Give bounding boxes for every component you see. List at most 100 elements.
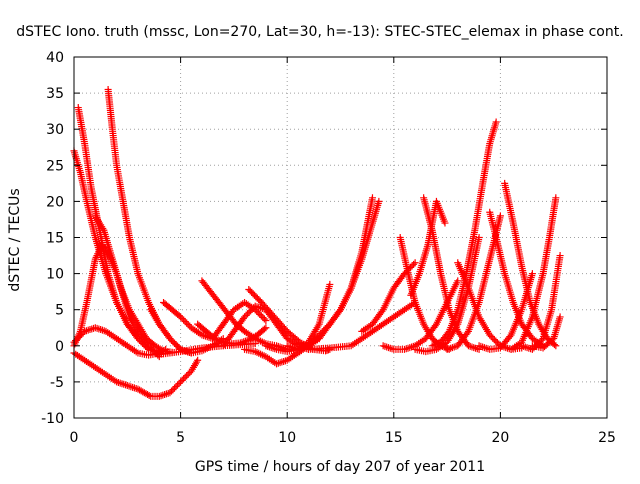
data-series	[411, 234, 483, 356]
data-point	[167, 387, 175, 395]
data-series	[528, 313, 564, 352]
data-point	[167, 336, 175, 344]
y-tick-label: -5	[50, 375, 64, 391]
data-point	[326, 280, 334, 288]
data-point	[492, 337, 500, 345]
data-point	[375, 197, 383, 205]
data-series	[91, 212, 176, 356]
data-point	[241, 313, 249, 321]
data-point	[432, 340, 440, 348]
x-tick-label: 10	[278, 430, 296, 446]
data-point	[260, 315, 268, 323]
data-point	[166, 335, 174, 343]
data-point	[407, 263, 415, 271]
data-point	[492, 118, 500, 126]
data-point	[433, 340, 441, 348]
x-axis-label: GPS time / hours of day 207 of year 2011	[195, 459, 485, 475]
data-point	[174, 381, 182, 389]
data-point	[368, 194, 376, 202]
data-point	[489, 334, 497, 342]
data-point	[259, 313, 267, 321]
y-axis-label: dSTEC / TECUs	[7, 188, 23, 291]
data-point	[183, 372, 191, 380]
data-point	[528, 270, 536, 278]
data-point	[134, 335, 142, 343]
chart-title: dSTEC Iono. truth (mssc, Lon=270, Lat=30…	[16, 24, 623, 40]
x-tick-label: 0	[70, 430, 79, 446]
data-point	[431, 322, 439, 330]
data-point	[400, 270, 408, 278]
data-point	[490, 336, 498, 344]
data-point	[171, 384, 179, 392]
data-point	[493, 339, 501, 347]
data-point	[430, 341, 438, 349]
y-tick-label: 25	[46, 158, 64, 174]
y-tick-label: 35	[46, 86, 64, 102]
data-point	[550, 341, 558, 349]
x-tick-label: 25	[598, 430, 616, 446]
ticks: 0 5 10 15 20 25 -10 -5 0 5 10 15 20 25 30 35 40	[41, 50, 616, 446]
data-point	[149, 346, 157, 354]
data-point	[248, 305, 256, 313]
data-point	[260, 325, 268, 333]
data-point	[454, 277, 462, 285]
data-point	[244, 310, 252, 318]
data-point	[183, 319, 191, 327]
x-tick-label: 15	[385, 430, 403, 446]
data-point	[262, 324, 270, 332]
data-point	[475, 234, 483, 241]
data-point	[487, 333, 495, 341]
data-series	[443, 212, 504, 353]
data-point	[282, 326, 290, 334]
data-point	[556, 252, 564, 260]
data-point	[335, 307, 343, 315]
y-tick-label: 5	[55, 303, 64, 319]
data-points	[70, 85, 564, 400]
data-series	[294, 197, 383, 353]
y-tick-label: -10	[41, 411, 64, 427]
data-point	[151, 348, 159, 356]
x-tick-label: 20	[491, 430, 509, 446]
data-point	[172, 341, 180, 349]
data-point	[145, 342, 153, 350]
data-point	[180, 375, 188, 383]
data-point	[262, 317, 270, 325]
data-point	[214, 336, 222, 344]
data-point	[536, 338, 544, 346]
data-point	[181, 373, 189, 381]
data-point	[154, 351, 162, 359]
data-point	[152, 350, 160, 358]
data-series	[507, 194, 560, 353]
data-point	[174, 342, 182, 350]
y-tick-label: 30	[46, 122, 64, 138]
y-tick-label: 10	[46, 267, 64, 283]
data-point	[178, 376, 186, 384]
data-point	[496, 212, 504, 220]
data-series	[160, 298, 217, 343]
data-point	[506, 333, 514, 341]
y-tick-label: 40	[46, 50, 64, 66]
data-point	[444, 329, 452, 337]
data-point	[169, 386, 177, 394]
y-tick-label: 15	[46, 231, 64, 247]
y-tick-label: 20	[46, 194, 64, 210]
data-point	[247, 307, 255, 315]
data-point	[184, 321, 192, 329]
data-point	[145, 391, 153, 399]
data-point	[194, 356, 202, 364]
data-point	[410, 260, 418, 268]
data-point	[552, 342, 560, 350]
data-point	[175, 379, 183, 387]
data-point	[556, 313, 564, 321]
data-point	[184, 370, 192, 378]
data-point	[242, 311, 250, 319]
data-point	[441, 219, 449, 227]
data-point	[166, 389, 174, 397]
data-series	[70, 349, 202, 400]
data-point	[169, 338, 177, 346]
data-series	[396, 234, 453, 353]
data-point	[257, 312, 265, 320]
data-point	[486, 331, 494, 339]
